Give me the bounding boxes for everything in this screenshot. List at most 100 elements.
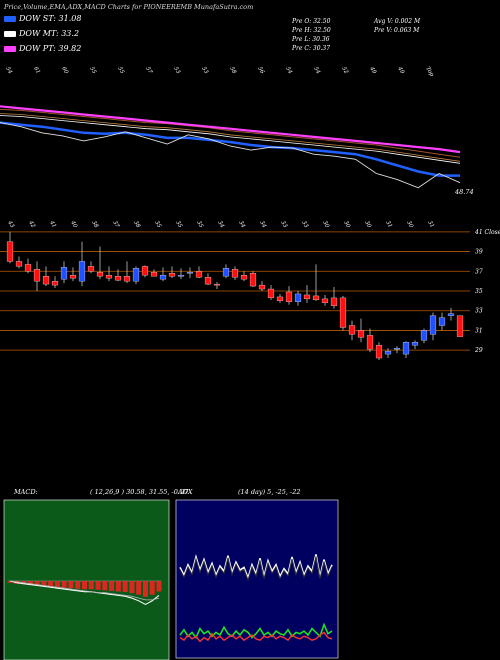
candle-body <box>213 283 221 286</box>
ema-top-label: 55 <box>88 66 97 75</box>
candle-body <box>294 293 302 302</box>
candle-body <box>258 284 266 290</box>
macd-params: ( 12,26,9 ) 30.58, 31.55, -0.97 <box>90 488 189 496</box>
ema-top-label: 53 <box>200 66 209 75</box>
ema-top-label: 61 <box>32 66 41 75</box>
adx-panel <box>175 499 339 659</box>
plus-di-line <box>179 622 333 640</box>
candle-body <box>393 348 401 350</box>
adx-shadow-line <box>179 556 333 582</box>
legend-pt: DOW PT: 39.82 <box>4 44 81 53</box>
candle-body <box>249 273 257 287</box>
macd-histogram-bar <box>109 581 115 591</box>
macd-histogram-bar <box>34 581 40 586</box>
candle-body <box>231 269 239 278</box>
stat-high: Pre H: 32.50 <box>292 27 331 34</box>
chart-title: Price,Volume,EMA,ADX,MACD Charts for PIO… <box>4 3 254 11</box>
adx-title: ADX <box>178 488 193 496</box>
ema-top-label: 49 <box>396 65 405 75</box>
macd-histogram-bar <box>68 581 74 589</box>
candle-body <box>375 345 383 359</box>
macd-histogram-bar <box>142 581 148 597</box>
candlestick-panel: 41 Close 39 37 35 33 31 29 43 42 41 40 38 37 38 35 35 35… <box>0 219 500 360</box>
ema-top-label: 57 <box>144 66 153 75</box>
candle-top-label: 35 <box>153 220 162 229</box>
ema-panel: 54 61 60 55 55 57 53 53 58 56 54 54 52 49 49 Top <box>0 65 461 189</box>
stat-close: Pre C: 30.37 <box>292 45 331 52</box>
candle-body <box>33 269 41 282</box>
legend-st-label: DOW ST: 31.08 <box>19 14 82 23</box>
candle-top-label: 37 <box>111 220 120 229</box>
price-axis-label: 39 <box>475 249 483 256</box>
candle-top-label: 35 <box>195 220 204 229</box>
stat-open: Pre O: 32.50 <box>292 18 331 25</box>
candle-body <box>69 275 77 279</box>
candle-top-label: 34 <box>216 220 225 229</box>
price-axis-label: 37 <box>475 268 483 275</box>
legend-pt-swatch <box>4 45 16 52</box>
candle-body <box>6 241 14 262</box>
candle-body <box>150 272 158 277</box>
candle-body <box>411 342 419 346</box>
candle-body <box>195 271 203 278</box>
price-axis-label: 31 <box>475 327 483 334</box>
macd-histogram-bar <box>95 581 101 590</box>
macd-histogram-bar <box>41 581 47 587</box>
candle-body <box>24 264 32 272</box>
candle-body <box>321 298 329 303</box>
candle-body <box>339 297 347 328</box>
candle-body <box>285 291 293 302</box>
price-line <box>0 122 461 189</box>
ema-top-label: Top <box>424 66 434 78</box>
candle-body <box>177 275 185 277</box>
candle-top-label: 40 <box>69 219 78 229</box>
candle-body <box>60 267 68 280</box>
candle-body <box>429 315 437 335</box>
candle-top-label: 30 <box>342 220 351 229</box>
candle-top-label: 42 <box>27 219 36 229</box>
ema-top-label: 58 <box>228 66 237 75</box>
ema-mt-line <box>0 115 461 164</box>
price-axis-label: 35 <box>475 288 483 295</box>
macd-histogram-bar <box>75 581 81 589</box>
candle-body <box>42 276 50 285</box>
candle-top-label: 38 <box>132 220 141 229</box>
ema-end-label: 48.74 <box>455 188 474 196</box>
candle-body <box>222 268 230 277</box>
candle-body <box>438 317 446 326</box>
macd-histogram-bar <box>61 581 67 588</box>
price-axis-label: 33 <box>475 308 483 315</box>
ema-top-label: 49 <box>368 65 377 75</box>
candle-top-label: 38 <box>90 220 99 229</box>
candle-body <box>141 266 149 276</box>
ema-top-label: 56 <box>256 66 265 75</box>
candle-body <box>168 273 176 277</box>
adx-background <box>175 499 339 659</box>
macd-histogram-bar <box>122 581 128 592</box>
candle-top-label: 30 <box>405 220 414 229</box>
candle-body <box>78 261 86 282</box>
macd-histogram-bar <box>129 581 135 594</box>
ema-top-label: 54 <box>4 66 13 75</box>
ema-top-label: 54 <box>284 66 293 75</box>
legend-mt-swatch <box>4 30 16 37</box>
candle-body <box>15 261 23 267</box>
candle-top-label: 34 <box>237 220 246 229</box>
macd-histogram-bar <box>102 581 108 591</box>
macd-background <box>3 499 170 660</box>
candle-body <box>123 276 131 282</box>
ema-top-label: 60 <box>60 66 69 75</box>
candle-top-label: 30 <box>363 220 372 229</box>
macd-panel <box>3 499 170 660</box>
candle-body <box>132 268 140 282</box>
candle-body <box>204 277 212 285</box>
macd-histogram-bar <box>82 581 87 590</box>
macd-histogram-bar <box>88 581 94 590</box>
ema-top-label: 54 <box>312 66 321 75</box>
candle-top-label: 34 <box>258 220 267 229</box>
price-axis-label: 29 <box>474 347 483 354</box>
ema-top-label: 52 <box>340 66 349 75</box>
candle-body <box>402 342 410 355</box>
legend-mt: DOW MT: 33.2 <box>4 29 79 38</box>
